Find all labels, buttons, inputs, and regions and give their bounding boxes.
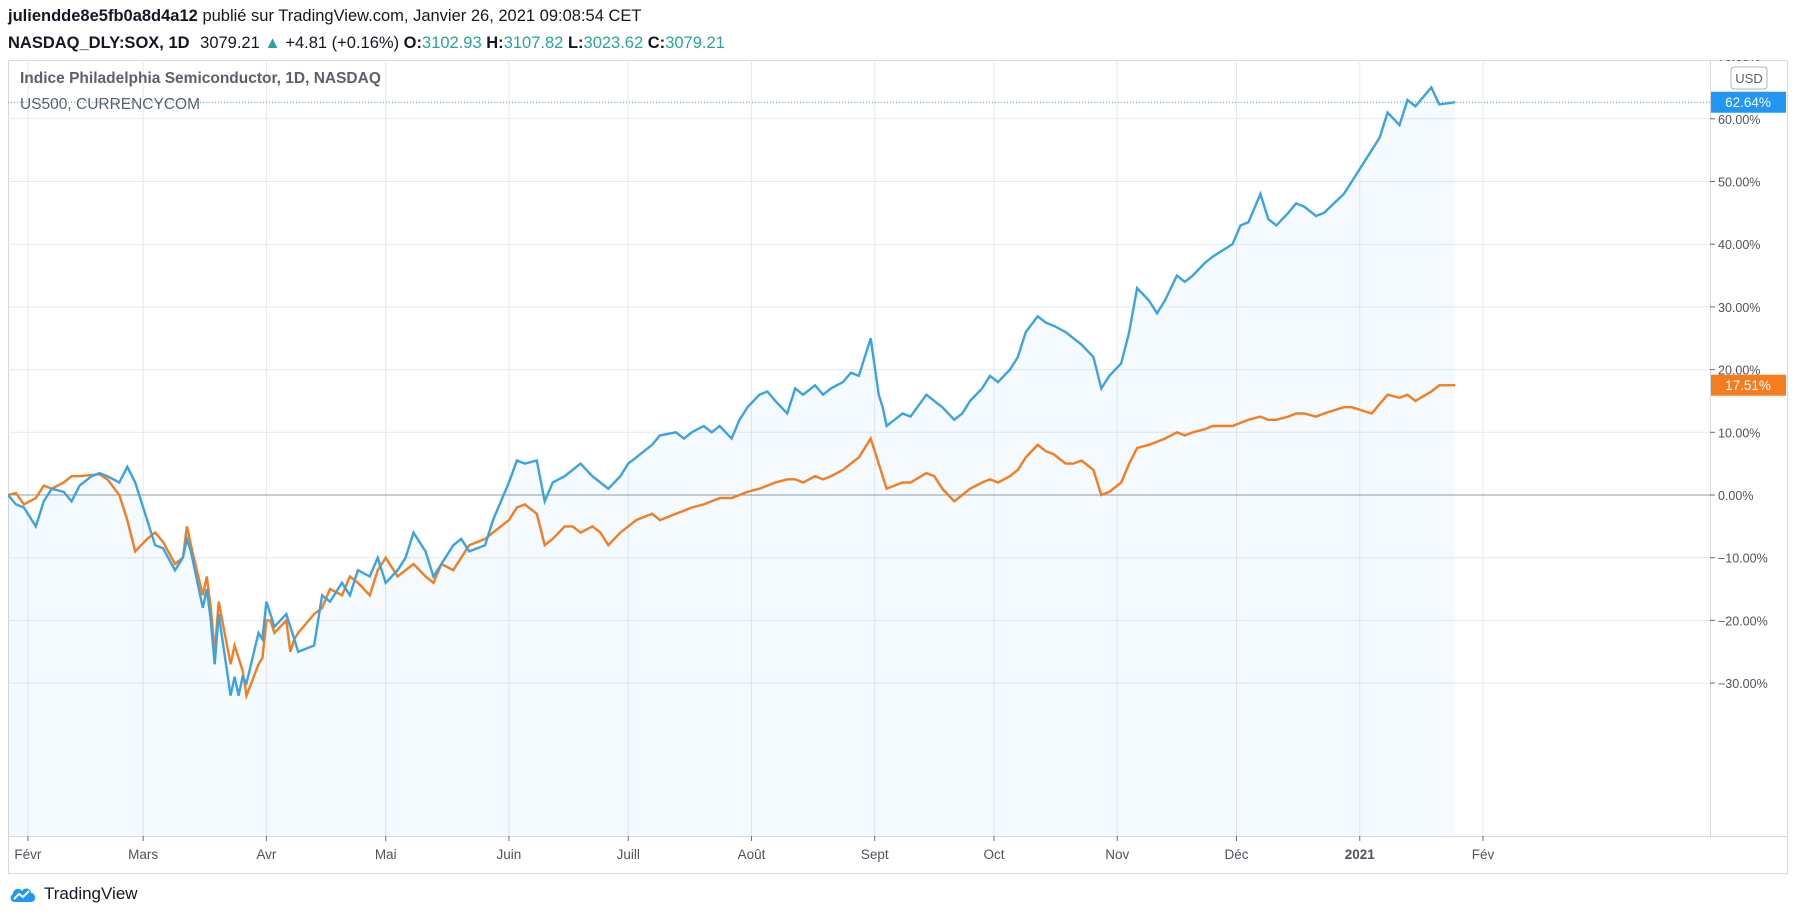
x-tick-label: Avr <box>256 847 277 862</box>
x-tick-label: Oct <box>983 847 1004 862</box>
sox-series-line[interactable] <box>8 85 1456 696</box>
price-change: +4.81 (+0.16%) <box>285 34 400 52</box>
y-tick-label: 0.00% <box>1718 489 1753 503</box>
low-label: L: <box>567 34 584 52</box>
sox-last-value-tag: 62.64% <box>1711 91 1786 113</box>
tradingview-wordmark: TradingView <box>44 884 138 903</box>
close-value: 3079.21 <box>665 34 725 52</box>
legend-main-series[interactable]: Indice Philadelphia Semiconductor, 1D, N… <box>20 70 381 87</box>
plot-frame <box>8 60 1788 874</box>
currency-badge[interactable]: USD <box>1730 66 1768 90</box>
y-tick-label: 40.00% <box>1718 238 1760 252</box>
price-chart[interactable]: 70.00% 60.00% 50.00% 40.00% 30.00% 20.00% 10.0… <box>8 60 1788 878</box>
horizontal-gridlines <box>8 118 1710 684</box>
last-price: 3079.21 <box>200 34 260 52</box>
up-arrow-icon: ▲ <box>264 34 281 52</box>
chart-header: juliendde8e5fb0a8d4a12 publié sur Tradin… <box>8 6 725 54</box>
y-tick-label: 70.00% <box>1718 60 1760 64</box>
time-axis[interactable]: Févr Mars Avr Mai Juin Juill Août Sept Oct Nov Déc… <box>14 836 1494 862</box>
y-tick-label: 20.00% <box>1718 364 1760 378</box>
y-tick-label: 60.00% <box>1718 113 1760 127</box>
x-tick-label: Juill <box>617 847 640 862</box>
vertical-gridlines <box>27 60 1484 836</box>
x-tick-label: Nov <box>1105 847 1129 862</box>
us500-series-line[interactable] <box>8 384 1456 701</box>
tradingview-cloud-icon <box>10 888 36 902</box>
x-tick-label: Mars <box>128 847 158 862</box>
publication-line: juliendde8e5fb0a8d4a12 publié sur Tradin… <box>8 6 725 26</box>
y-tick-label: −10.00% <box>1718 552 1768 566</box>
x-tick-label: Mai <box>375 847 397 862</box>
ohlc-line: NASDAQ_DLY:SOX, 1D 3079.21 ▲ +4.81 (+0.1… <box>8 32 725 54</box>
legend-compare-series[interactable]: US500, CURRENCYCOM <box>20 96 200 113</box>
sox-last-value: 62.64% <box>1725 95 1771 110</box>
x-tick-label: Sept <box>861 847 889 862</box>
y-tick-label: −30.00% <box>1718 677 1768 691</box>
low-value: 3023.62 <box>583 34 644 52</box>
us500-last-value: 17.51% <box>1725 378 1771 393</box>
open-label: O: <box>403 34 423 52</box>
high-value: 3107.82 <box>503 34 564 52</box>
author-name[interactable]: juliendde8e5fb0a8d4a12 <box>8 7 198 25</box>
x-tick-label: 2021 <box>1345 847 1376 862</box>
us500-last-value-tag: 17.51% <box>1711 374 1786 396</box>
published-text: publié sur TradingView.com, Janvier 26, … <box>202 7 642 25</box>
x-tick-label: Févr <box>14 847 42 862</box>
high-label: H: <box>486 34 504 52</box>
currency-badge-label: USD <box>1735 71 1762 86</box>
close-label: C: <box>647 34 666 52</box>
y-tick-label: −20.00% <box>1718 614 1768 628</box>
x-tick-label: Août <box>738 847 766 862</box>
y-tick-label: 50.00% <box>1718 176 1760 190</box>
y-tick-label: 10.00% <box>1718 426 1760 440</box>
x-tick-label: Juin <box>497 847 522 862</box>
x-tick-label: Déc <box>1224 847 1248 862</box>
y-tick-label: 30.00% <box>1718 301 1760 315</box>
price-axis[interactable]: 70.00% 60.00% 50.00% 40.00% 30.00% 20.00% 10.0… <box>1710 60 1768 691</box>
x-tick-label: Fév <box>1472 847 1495 862</box>
sox-area-fill <box>8 87 1456 836</box>
symbol-label: NASDAQ_DLY:SOX, 1D <box>8 34 190 52</box>
tradingview-logo[interactable]: TradingView <box>8 884 138 904</box>
open-value: 3102.93 <box>422 34 482 52</box>
